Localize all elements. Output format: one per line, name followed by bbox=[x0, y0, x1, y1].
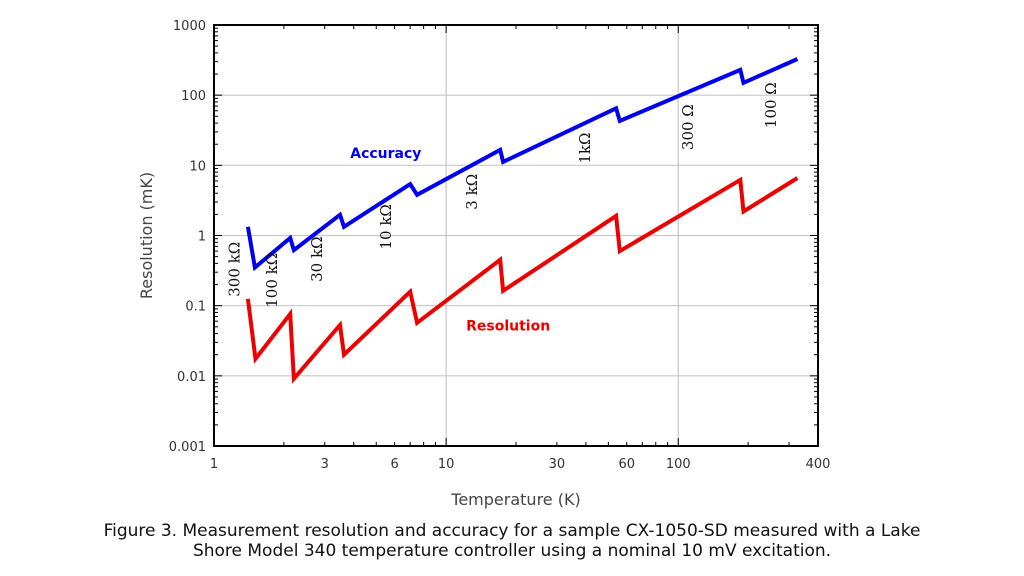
x-tick-label: 100 bbox=[666, 457, 691, 472]
caption-line-2: Shore Model 340 temperature controller u… bbox=[192, 541, 832, 561]
y-tick-label: 0.01 bbox=[177, 370, 206, 385]
y-axis-label: Resolution (mK) bbox=[137, 172, 156, 299]
x-tick-label: 400 bbox=[806, 457, 831, 472]
x-tick-label: 6 bbox=[390, 457, 398, 472]
figure-caption: Figure 3. Measurement resolution and acc… bbox=[0, 521, 1024, 561]
resistance-label: 30 kΩ bbox=[308, 236, 326, 281]
resistance-label: 1kΩ bbox=[576, 133, 594, 164]
y-tick-label: 1000 bbox=[173, 19, 206, 34]
resistance-label: 100 kΩ bbox=[263, 253, 281, 308]
x-tick-label: 1 bbox=[210, 457, 218, 472]
chart: 1 3 6 10 30 60 100 400 0.001 0.01 0.1 1 10 100 1000 Tem… bbox=[137, 19, 831, 509]
resistance-label: 100 Ω bbox=[762, 82, 780, 128]
x-tick-label: 60 bbox=[618, 457, 635, 472]
x-axis-label: Temperature (K) bbox=[450, 490, 580, 509]
resistance-label: 3 kΩ bbox=[463, 174, 481, 210]
y-tick-label: 10 bbox=[189, 159, 206, 174]
y-tick-label: 1 bbox=[198, 230, 206, 245]
resistance-label: 300 kΩ bbox=[226, 242, 244, 297]
series-line-resolution bbox=[245, 176, 799, 384]
x-tick-label: 30 bbox=[549, 457, 566, 472]
resistance-label: 300 Ω bbox=[679, 104, 697, 150]
series-line-accuracy bbox=[245, 57, 799, 272]
y-tick-label: 0.1 bbox=[185, 300, 206, 315]
x-tick-label: 3 bbox=[321, 457, 329, 472]
resistance-label: 10 kΩ bbox=[377, 204, 395, 249]
series-label: Accuracy bbox=[350, 146, 421, 162]
y-tick-label: 0.001 bbox=[169, 440, 206, 455]
caption-line-1: Figure 3. Measurement resolution and acc… bbox=[103, 521, 921, 541]
series-label: Resolution bbox=[466, 319, 550, 335]
y-tick-label: 100 bbox=[181, 89, 206, 104]
x-tick-label: 10 bbox=[438, 457, 455, 472]
